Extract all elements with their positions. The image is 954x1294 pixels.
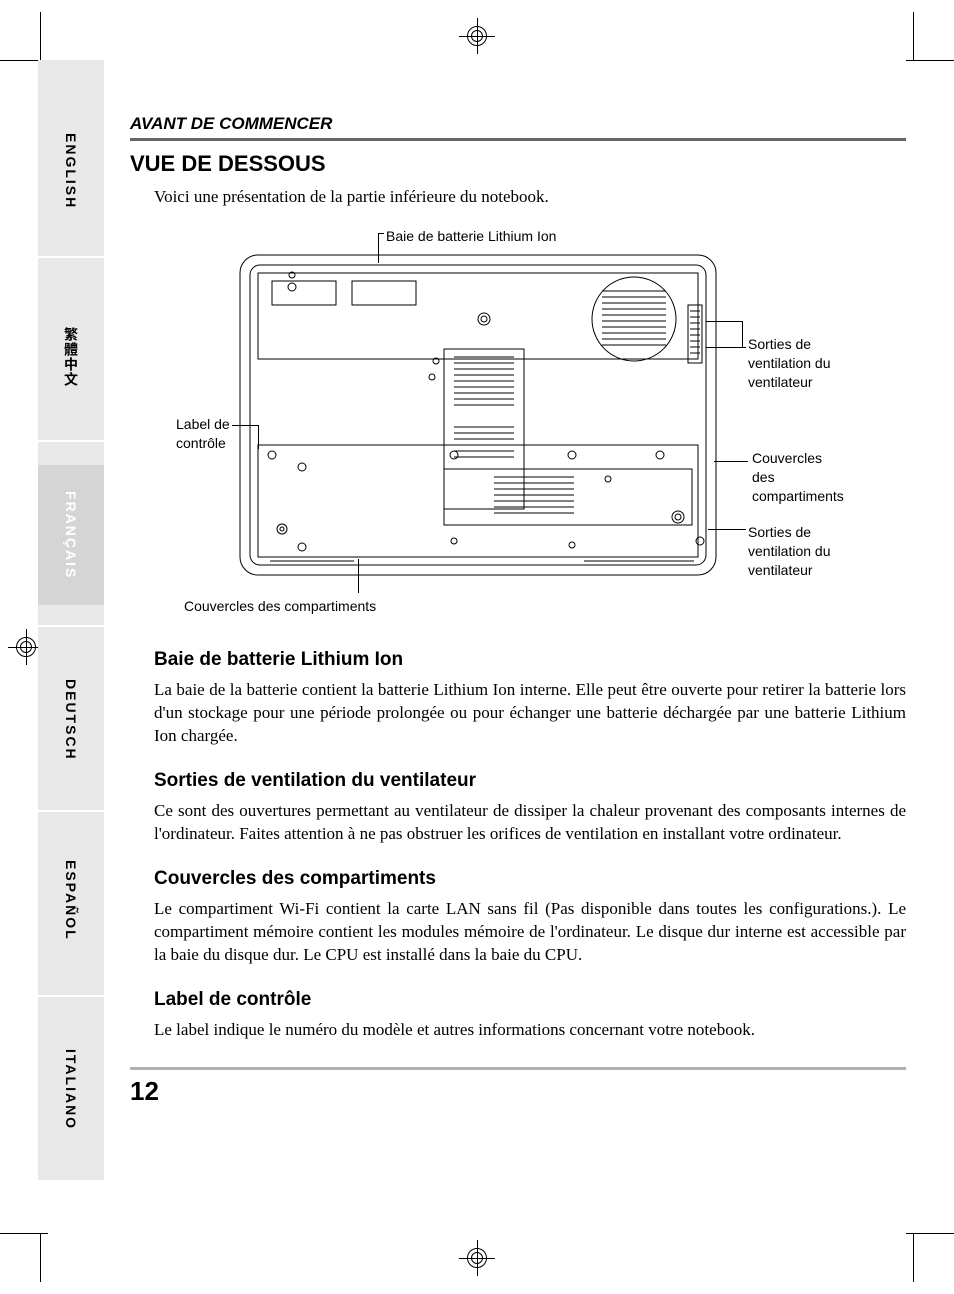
leader-line <box>708 529 746 530</box>
lang-tab-english[interactable]: ENGLISH <box>38 106 104 236</box>
section-heading: Sorties de ventilation du ventilateur <box>154 770 906 792</box>
leader-line <box>378 233 384 234</box>
crop-mark <box>913 12 914 60</box>
registration-mark <box>459 18 495 54</box>
page-title: VUE DE DESSOUS <box>130 151 906 177</box>
section-heading: Couvercles des compartiments <box>154 868 906 890</box>
leader-line <box>358 559 359 593</box>
section-heading: Label de contrôle <box>154 989 906 1011</box>
section-body: Ce sont des ouvertures permettant au ven… <box>154 800 906 846</box>
leader-line <box>714 461 748 462</box>
section-body: Le label indique le numéro du modèle et … <box>154 1019 906 1042</box>
lang-tab-繁體中文[interactable]: 繁體中文 <box>38 292 104 422</box>
lang-separator <box>38 810 104 812</box>
running-head: AVANT DE COMMENCER <box>130 114 906 134</box>
lead-paragraph: Voici une présentation de la partie infé… <box>154 187 906 207</box>
lang-tab-deutsch[interactable]: DEUTSCH <box>38 655 104 785</box>
leader-line <box>258 425 259 449</box>
callout-vent-top: Sorties de ventilation du ventilateur <box>748 335 831 392</box>
content-column: AVANT DE COMMENCER VUE DE DESSOUS Voici … <box>130 114 906 1107</box>
callout-battery: Baie de batterie Lithium Ion <box>386 227 556 246</box>
lang-tab-label: 繁體中文 <box>61 327 81 387</box>
leader-line <box>742 321 743 347</box>
lang-separator <box>38 995 104 997</box>
registration-mark <box>459 1240 495 1276</box>
lang-tab-label: FRANÇAIS <box>63 491 79 579</box>
rule-bottom <box>130 1067 906 1070</box>
leader-line <box>706 347 746 348</box>
page: ENGLISH 繁體中文 FRANÇAIS DEUTSCH ESPAÑOL ITALIAN… <box>0 0 954 1294</box>
lang-tab-español[interactable]: ESPAÑOL <box>38 835 104 965</box>
bottom-view-diagram: Baie de batterie Lithium Ion Sorties de … <box>154 227 894 627</box>
callout-label: Label de contrôle <box>176 415 230 453</box>
lang-separator <box>38 440 104 442</box>
section-heading: Baie de batterie Lithium Ion <box>154 649 906 671</box>
callout-covers-right: Couvercles des compartiments <box>752 449 844 506</box>
leader-line <box>378 233 379 263</box>
lang-separator <box>38 256 104 258</box>
leader-line <box>706 321 742 322</box>
crop-mark <box>913 1234 914 1282</box>
callout-vent-bottom: Sorties de ventilation du ventilateur <box>748 523 831 580</box>
lang-tab-label: ITALIANO <box>63 1049 79 1130</box>
crop-mark <box>906 60 954 61</box>
lang-tab-français[interactable]: FRANÇAIS <box>38 465 104 605</box>
crop-mark <box>40 1234 41 1282</box>
lang-tab-label: ENGLISH <box>63 133 79 209</box>
lang-tab-label: ESPAÑOL <box>63 860 79 941</box>
lang-tab-italiano[interactable]: ITALIANO <box>38 1020 104 1160</box>
crop-mark <box>40 12 41 60</box>
lang-separator <box>38 625 104 627</box>
rule-top <box>130 138 906 141</box>
language-sidebar: ENGLISH 繁體中文 FRANÇAIS DEUTSCH ESPAÑOL ITALIAN… <box>38 60 104 1180</box>
callout-covers-bottom: Couvercles des compartiments <box>184 597 376 616</box>
page-number: 12 <box>130 1076 906 1107</box>
section-body: La baie de la batterie contient la batte… <box>154 679 906 748</box>
sections: Baie de batterie Lithium Ion La baie de l… <box>130 649 906 1041</box>
lang-tab-label: DEUTSCH <box>63 679 79 761</box>
leader-line <box>232 425 258 426</box>
section-body: Le compartiment Wi-Fi contient la carte … <box>154 898 906 967</box>
